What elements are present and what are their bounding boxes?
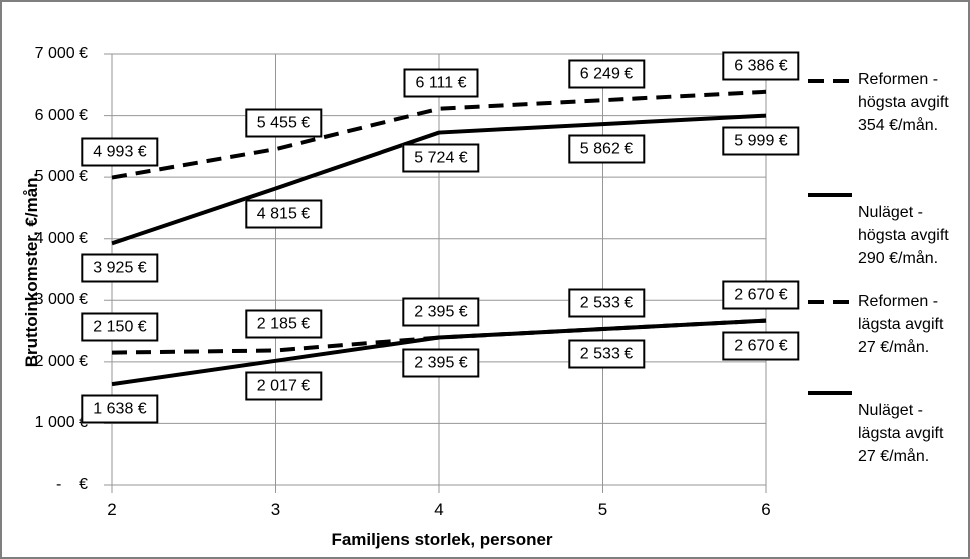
series-line-solid-3	[111, 318, 767, 387]
y-tick-label: - €	[55, 476, 88, 493]
legend-text-line: Nuläget -	[858, 204, 923, 221]
y-tick-label: 1 000 €	[34, 414, 88, 432]
y-axis-title: Bruttoinkomster, €/mån.	[22, 172, 41, 368]
data-label: 5 724 €	[402, 143, 480, 173]
data-label: 2 670 €	[722, 331, 800, 361]
x-axis-title: Familjens storlek, personer	[331, 530, 553, 549]
legend-line-sample-dashed	[806, 295, 854, 313]
data-label: 2 395 €	[402, 348, 480, 378]
data-label: 2 533 €	[567, 339, 646, 369]
series-line-solid-1	[111, 113, 767, 246]
x-tick-label: 2	[107, 500, 117, 519]
y-tick-label: 7 000 €	[34, 45, 88, 62]
data-label: 6 111 €	[403, 68, 479, 98]
data-label: 2 185 €	[244, 309, 323, 339]
legend-line-sample-solid	[806, 188, 854, 206]
legend-text-line: 27 €/mån.	[858, 339, 930, 356]
legend-text-line: lägsta avgift	[858, 316, 944, 333]
data-label: 2 150 €	[81, 312, 159, 342]
legend-text-line: 290 €/mån.	[858, 250, 939, 267]
series-line-dashed-0	[111, 89, 767, 180]
legend-text-line: högsta avgift	[858, 94, 949, 111]
data-label: 3 925 €	[81, 253, 159, 283]
series-line-dashed-2	[111, 318, 767, 355]
legend-text-line: lägsta avgift	[858, 425, 944, 442]
legend-text-line: Reformen -	[858, 71, 939, 88]
x-tick-label: 4	[434, 500, 444, 519]
x-tick-label: 6	[761, 500, 771, 519]
legend-line-sample-solid	[806, 386, 854, 404]
data-label: 5 862 €	[567, 134, 646, 164]
data-label: 2 395 €	[402, 297, 480, 327]
y-tick-label: 2 000 €	[34, 352, 88, 370]
y-tick-label: 3 000 €	[34, 291, 88, 309]
data-label: 4 815 €	[244, 199, 323, 229]
legend-text-line: Nuläget -	[858, 402, 923, 419]
y-tick-label: 6 000 €	[34, 106, 88, 124]
data-label: 5 999 €	[722, 126, 800, 156]
y-tick-label: 4 000 €	[34, 229, 88, 247]
y-tick-label: 5 000 €	[34, 168, 88, 186]
x-tick-label: 3	[270, 500, 281, 519]
legend-line-sample-dashed	[806, 74, 854, 92]
data-label: 2 533 €	[567, 288, 646, 318]
legend-item-label: Nuläget - högsta avgift 290 €/mån.	[858, 201, 968, 270]
legend-text-line: 354 €/mån.	[858, 117, 939, 134]
data-label: 2 670 €	[722, 280, 800, 310]
data-label: 4 993 €	[81, 137, 159, 167]
legend-item-label: Reformen - lägsta avgift 27 €/mån.	[858, 290, 968, 359]
data-label: 5 455 €	[244, 108, 323, 138]
legend-item-label: Reformen - högsta avgift 354 €/mån.	[858, 68, 968, 137]
legend-text-line: 27 €/mån.	[858, 448, 930, 465]
legend-text-line: Reformen -	[858, 293, 939, 310]
data-label: 1 638 €	[81, 394, 159, 424]
data-label: 2 017 €	[244, 371, 323, 401]
data-label: 6 249 €	[567, 59, 646, 89]
data-label: 6 386 €	[722, 51, 800, 81]
legend-text-line: högsta avgift	[858, 227, 949, 244]
x-tick-label: 5	[597, 500, 608, 519]
legend-item-label: Nuläget - lägsta avgift 27 €/mån.	[858, 399, 968, 468]
